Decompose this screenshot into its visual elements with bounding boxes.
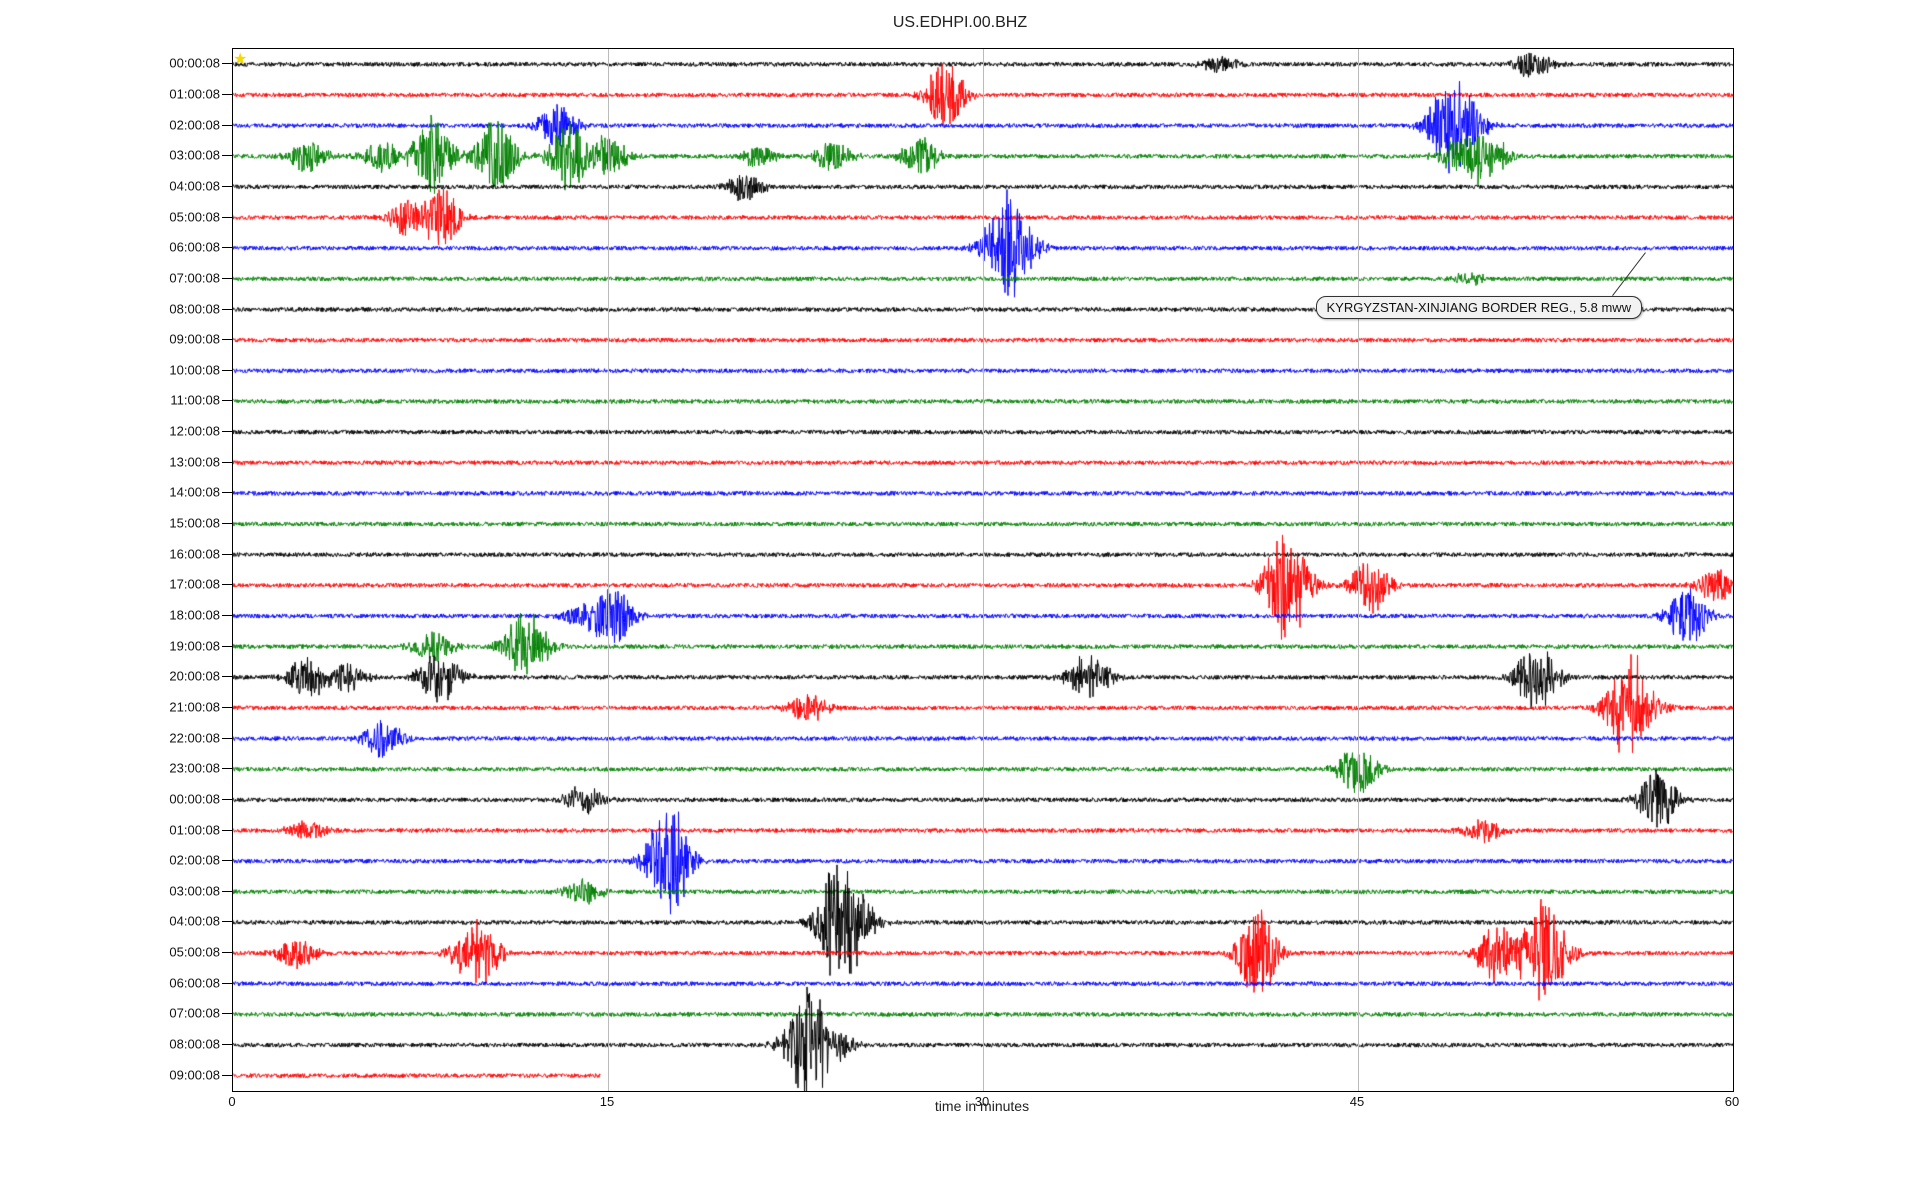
row-time-label-9: 09:00:08 [0, 332, 220, 347]
seismogram-window: US.EDHPI.00.BHZ ★ KYRGYZSTAN-XINJIANG BO… [0, 0, 1920, 1200]
row-time-label-19: 19:00:08 [0, 638, 220, 653]
row-tick-10 [222, 370, 232, 371]
row-tick-12 [222, 431, 232, 432]
row-time-label-33: 09:00:08 [0, 1067, 220, 1082]
vertical-gridline-1 [608, 49, 609, 1091]
row-time-label-2: 02:00:08 [0, 117, 220, 132]
row-time-label-27: 03:00:08 [0, 883, 220, 898]
row-tick-19 [222, 646, 232, 647]
row-tick-16 [222, 554, 232, 555]
row-time-label-0: 00:00:08 [0, 56, 220, 71]
row-time-label-18: 18:00:08 [0, 607, 220, 622]
row-time-label-28: 04:00:08 [0, 914, 220, 929]
row-time-label-20: 20:00:08 [0, 669, 220, 684]
row-time-label-25: 01:00:08 [0, 822, 220, 837]
row-tick-13 [222, 462, 232, 463]
row-time-label-5: 05:00:08 [0, 209, 220, 224]
row-tick-18 [222, 615, 232, 616]
row-tick-11 [222, 400, 232, 401]
row-tick-21 [222, 707, 232, 708]
vertical-gridline-2 [983, 49, 984, 1091]
row-time-label-4: 04:00:08 [0, 178, 220, 193]
row-time-label-21: 21:00:08 [0, 699, 220, 714]
row-tick-31 [222, 1013, 232, 1014]
row-time-label-30: 06:00:08 [0, 975, 220, 990]
row-time-label-8: 08:00:08 [0, 301, 220, 316]
row-tick-29 [222, 952, 232, 953]
event-annotation-text: KYRGYZSTAN-XINJIANG BORDER REG., 5.8 mww [1327, 300, 1632, 315]
row-time-label-23: 23:00:08 [0, 761, 220, 776]
x-axis-title: time in minutes [232, 1098, 1732, 1114]
chart-title: US.EDHPI.00.BHZ [0, 14, 1920, 32]
row-tick-8 [222, 309, 232, 310]
row-tick-9 [222, 339, 232, 340]
row-tick-25 [222, 830, 232, 831]
row-time-label-14: 14:00:08 [0, 485, 220, 500]
row-tick-30 [222, 983, 232, 984]
row-tick-23 [222, 768, 232, 769]
row-tick-27 [222, 891, 232, 892]
row-tick-0 [222, 63, 232, 64]
row-time-label-12: 12:00:08 [0, 424, 220, 439]
row-time-label-13: 13:00:08 [0, 454, 220, 469]
row-time-label-16: 16:00:08 [0, 546, 220, 561]
row-time-label-26: 02:00:08 [0, 853, 220, 868]
row-time-label-17: 17:00:08 [0, 577, 220, 592]
row-time-label-10: 10:00:08 [0, 362, 220, 377]
row-tick-32 [222, 1044, 232, 1045]
row-tick-20 [222, 676, 232, 677]
row-time-label-3: 03:00:08 [0, 148, 220, 163]
row-tick-2 [222, 125, 232, 126]
row-time-label-7: 07:00:08 [0, 270, 220, 285]
row-time-label-11: 11:00:08 [0, 393, 220, 408]
row-tick-22 [222, 738, 232, 739]
row-tick-5 [222, 217, 232, 218]
row-time-label-24: 00:00:08 [0, 791, 220, 806]
row-time-label-6: 06:00:08 [0, 240, 220, 255]
row-time-label-32: 08:00:08 [0, 1037, 220, 1052]
row-tick-26 [222, 860, 232, 861]
row-tick-4 [222, 186, 232, 187]
row-tick-6 [222, 247, 232, 248]
row-tick-1 [222, 94, 232, 95]
row-tick-15 [222, 523, 232, 524]
plot-area: ★ KYRGYZSTAN-XINJIANG BORDER REG., 5.8 m… [232, 48, 1734, 1092]
row-tick-7 [222, 278, 232, 279]
row-time-label-22: 22:00:08 [0, 730, 220, 745]
row-time-label-1: 01:00:08 [0, 86, 220, 101]
row-tick-14 [222, 492, 232, 493]
row-time-label-31: 07:00:08 [0, 1006, 220, 1021]
vertical-gridline-3 [1358, 49, 1359, 1091]
row-time-label-29: 05:00:08 [0, 945, 220, 960]
row-tick-28 [222, 921, 232, 922]
row-tick-17 [222, 584, 232, 585]
event-annotation-box[interactable]: KYRGYZSTAN-XINJIANG BORDER REG., 5.8 mww [1316, 296, 1643, 319]
row-tick-3 [222, 155, 232, 156]
row-tick-33 [222, 1075, 232, 1076]
row-time-label-15: 15:00:08 [0, 516, 220, 531]
row-tick-24 [222, 799, 232, 800]
